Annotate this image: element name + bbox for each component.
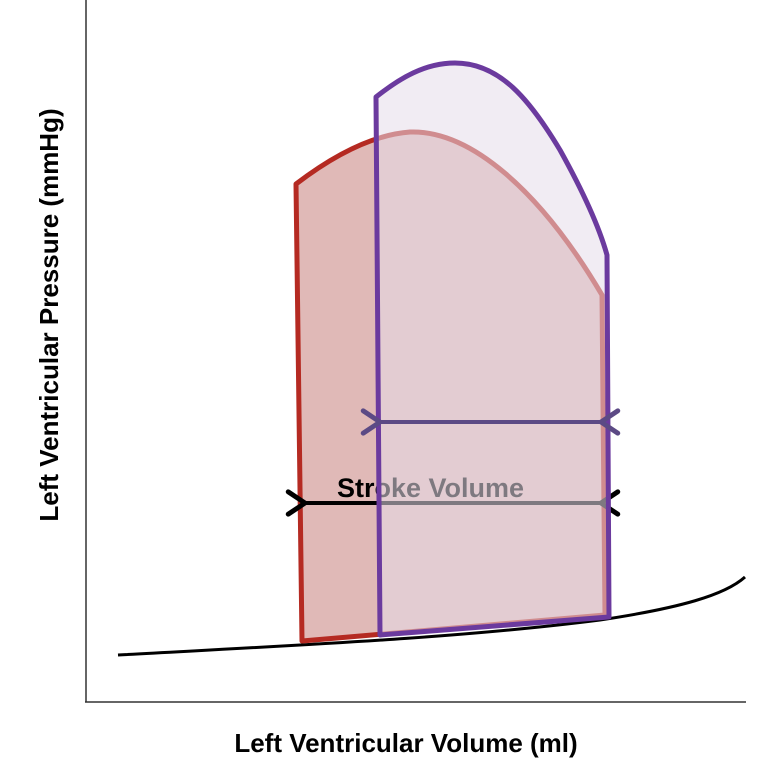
x-axis-title: Left Ventricular Volume (ml) xyxy=(234,728,577,758)
edpvr-curve xyxy=(117,575,747,657)
axes xyxy=(85,0,746,703)
y-axis-title: Left Ventricular Pressure (mmHg) xyxy=(34,108,64,521)
shifted-pv-loop xyxy=(373,60,612,638)
